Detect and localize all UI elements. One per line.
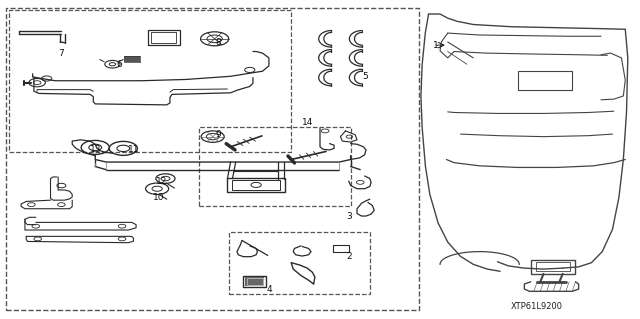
Bar (9, 10, 291, 152)
Bar (229, 232, 370, 293)
Bar (6, 8, 419, 310)
Text: 12: 12 (156, 177, 167, 186)
Bar (227, 178, 285, 192)
Text: 4: 4 (266, 285, 272, 294)
Text: 5: 5 (362, 72, 367, 81)
Bar (536, 262, 570, 271)
Text: 6: 6 (116, 60, 122, 69)
Bar (243, 276, 266, 287)
Text: 14: 14 (301, 117, 313, 127)
Bar (333, 245, 349, 252)
Bar (247, 278, 262, 285)
Text: 2: 2 (346, 252, 351, 261)
Text: 10: 10 (154, 193, 165, 202)
Text: 3: 3 (346, 212, 351, 221)
Text: 8: 8 (215, 38, 221, 47)
Text: 13: 13 (90, 145, 101, 154)
Bar (198, 127, 351, 205)
Text: XTP61L9200: XTP61L9200 (511, 302, 563, 311)
Bar (232, 180, 280, 190)
Bar (245, 277, 264, 286)
Text: 9: 9 (215, 130, 221, 138)
Text: 1: 1 (433, 41, 439, 50)
Bar (518, 71, 572, 90)
Text: 11: 11 (128, 145, 140, 154)
Bar (124, 56, 140, 62)
Bar (531, 260, 575, 274)
Bar (148, 30, 179, 45)
Text: 7: 7 (58, 48, 64, 58)
Bar (151, 32, 176, 43)
